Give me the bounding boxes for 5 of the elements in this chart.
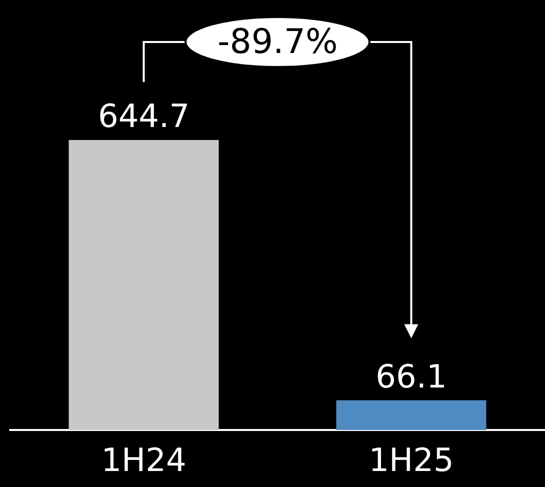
x-tick-label: 1H24 (101, 441, 186, 479)
text: -89.7% (218, 22, 338, 62)
x-tick-label: 1H25 (368, 441, 454, 479)
data-label: 644.7 (98, 97, 190, 135)
data-label: 66.1 (376, 357, 447, 396)
